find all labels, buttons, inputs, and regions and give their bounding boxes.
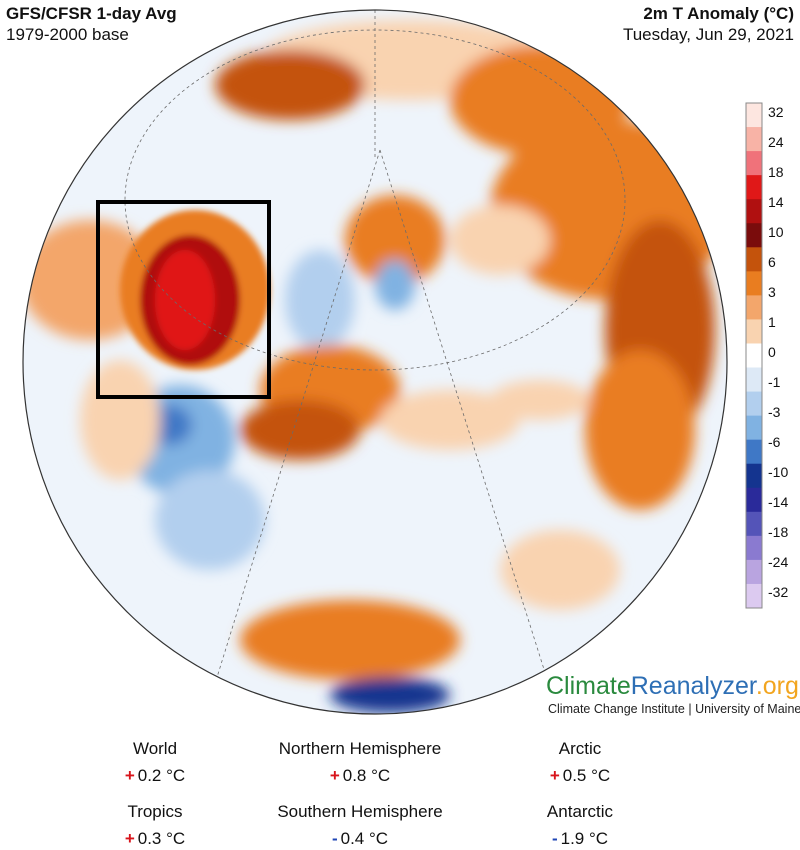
stat-arctic: Arctic +0.5 °C	[549, 739, 611, 785]
logo-subtitle: Climate Change Institute | University of…	[548, 702, 800, 716]
header-left: GFS/CFSR 1-day Avg 1979-2000 base	[6, 3, 177, 45]
map-title: GFS/CFSR 1-day Avg	[6, 4, 177, 23]
colorbar-tick-label: 18	[768, 164, 784, 180]
colorbar-tick-label: -32	[768, 584, 789, 600]
colorbar-frame	[745, 102, 763, 609]
colorbar-tick-label: 0	[768, 344, 776, 360]
stat-southern-hemisphere: Southern Hemisphere -0.4 °C	[277, 802, 443, 848]
colorbar-swatch	[746, 391, 762, 417]
colorbar-tick-label: 10	[768, 224, 784, 240]
variable-title: 2m T Anomaly (°C)	[643, 4, 794, 23]
stat-antarctic: Antarctic -1.9 °C	[546, 802, 614, 848]
stat-tropics: Tropics +0.3 °C	[124, 802, 186, 848]
colorbar-swatch	[746, 271, 762, 296]
colorbar-swatch	[746, 439, 762, 465]
stat-northern-hemisphere: Northern Hemisphere +0.8 °C	[278, 739, 442, 785]
colorbar-tick-label: -10	[768, 464, 789, 480]
graticule	[124, 10, 626, 714]
colorbar-swatch	[746, 487, 762, 513]
colorbar-swatch	[746, 415, 762, 441]
colorbar-tick-label: -6	[768, 434, 781, 450]
colorbar-swatch	[746, 199, 762, 224]
colorbar-tick-label: -14	[768, 494, 789, 510]
colorbar-swatch	[746, 535, 762, 561]
colorbar-tick-label: 1	[768, 314, 776, 330]
colorbar-tick-label: 3	[768, 284, 776, 300]
stat-world: World +0.2 °C	[124, 739, 186, 785]
colorbar-swatch	[746, 295, 762, 320]
base-period: 1979-2000 base	[6, 25, 129, 44]
colorbar-swatch	[746, 583, 762, 609]
colorbar-tick-label: -24	[768, 554, 789, 570]
climate-reanalyzer-logo[interactable]: ClimateReanalyzer.org	[546, 672, 799, 700]
colorbar-swatch	[746, 127, 762, 152]
colorbar	[745, 102, 763, 609]
colorbar-swatch	[746, 511, 762, 537]
colorbar-swatch	[746, 463, 762, 489]
colorbar-swatch	[746, 247, 762, 272]
colorbar-tick-label: -3	[768, 404, 781, 420]
globe-surface	[23, 10, 727, 714]
colorbar-tick-label: -18	[768, 524, 789, 540]
colorbar-tick-label: 24	[768, 134, 784, 150]
colorbar-tick-label: 32	[768, 104, 784, 120]
colorbar-swatch	[746, 223, 762, 248]
colorbar-swatch	[746, 559, 762, 585]
colorbar-tick-label: 14	[768, 194, 784, 210]
map-date: Tuesday, Jun 29, 2021	[622, 25, 794, 44]
colorbar-swatch	[746, 367, 762, 393]
colorbar-swatch	[746, 343, 762, 369]
colorbar-swatch	[746, 175, 762, 200]
colorbar-tick-label: 6	[768, 254, 776, 270]
highlight-box	[96, 200, 271, 399]
colorbar-swatch	[746, 103, 762, 128]
colorbar-swatch	[746, 319, 762, 344]
header-right: 2m T Anomaly (°C) Tuesday, Jun 29, 2021	[623, 3, 794, 45]
colorbar-swatch	[746, 151, 762, 176]
colorbar-tick-label: -1	[768, 374, 781, 390]
